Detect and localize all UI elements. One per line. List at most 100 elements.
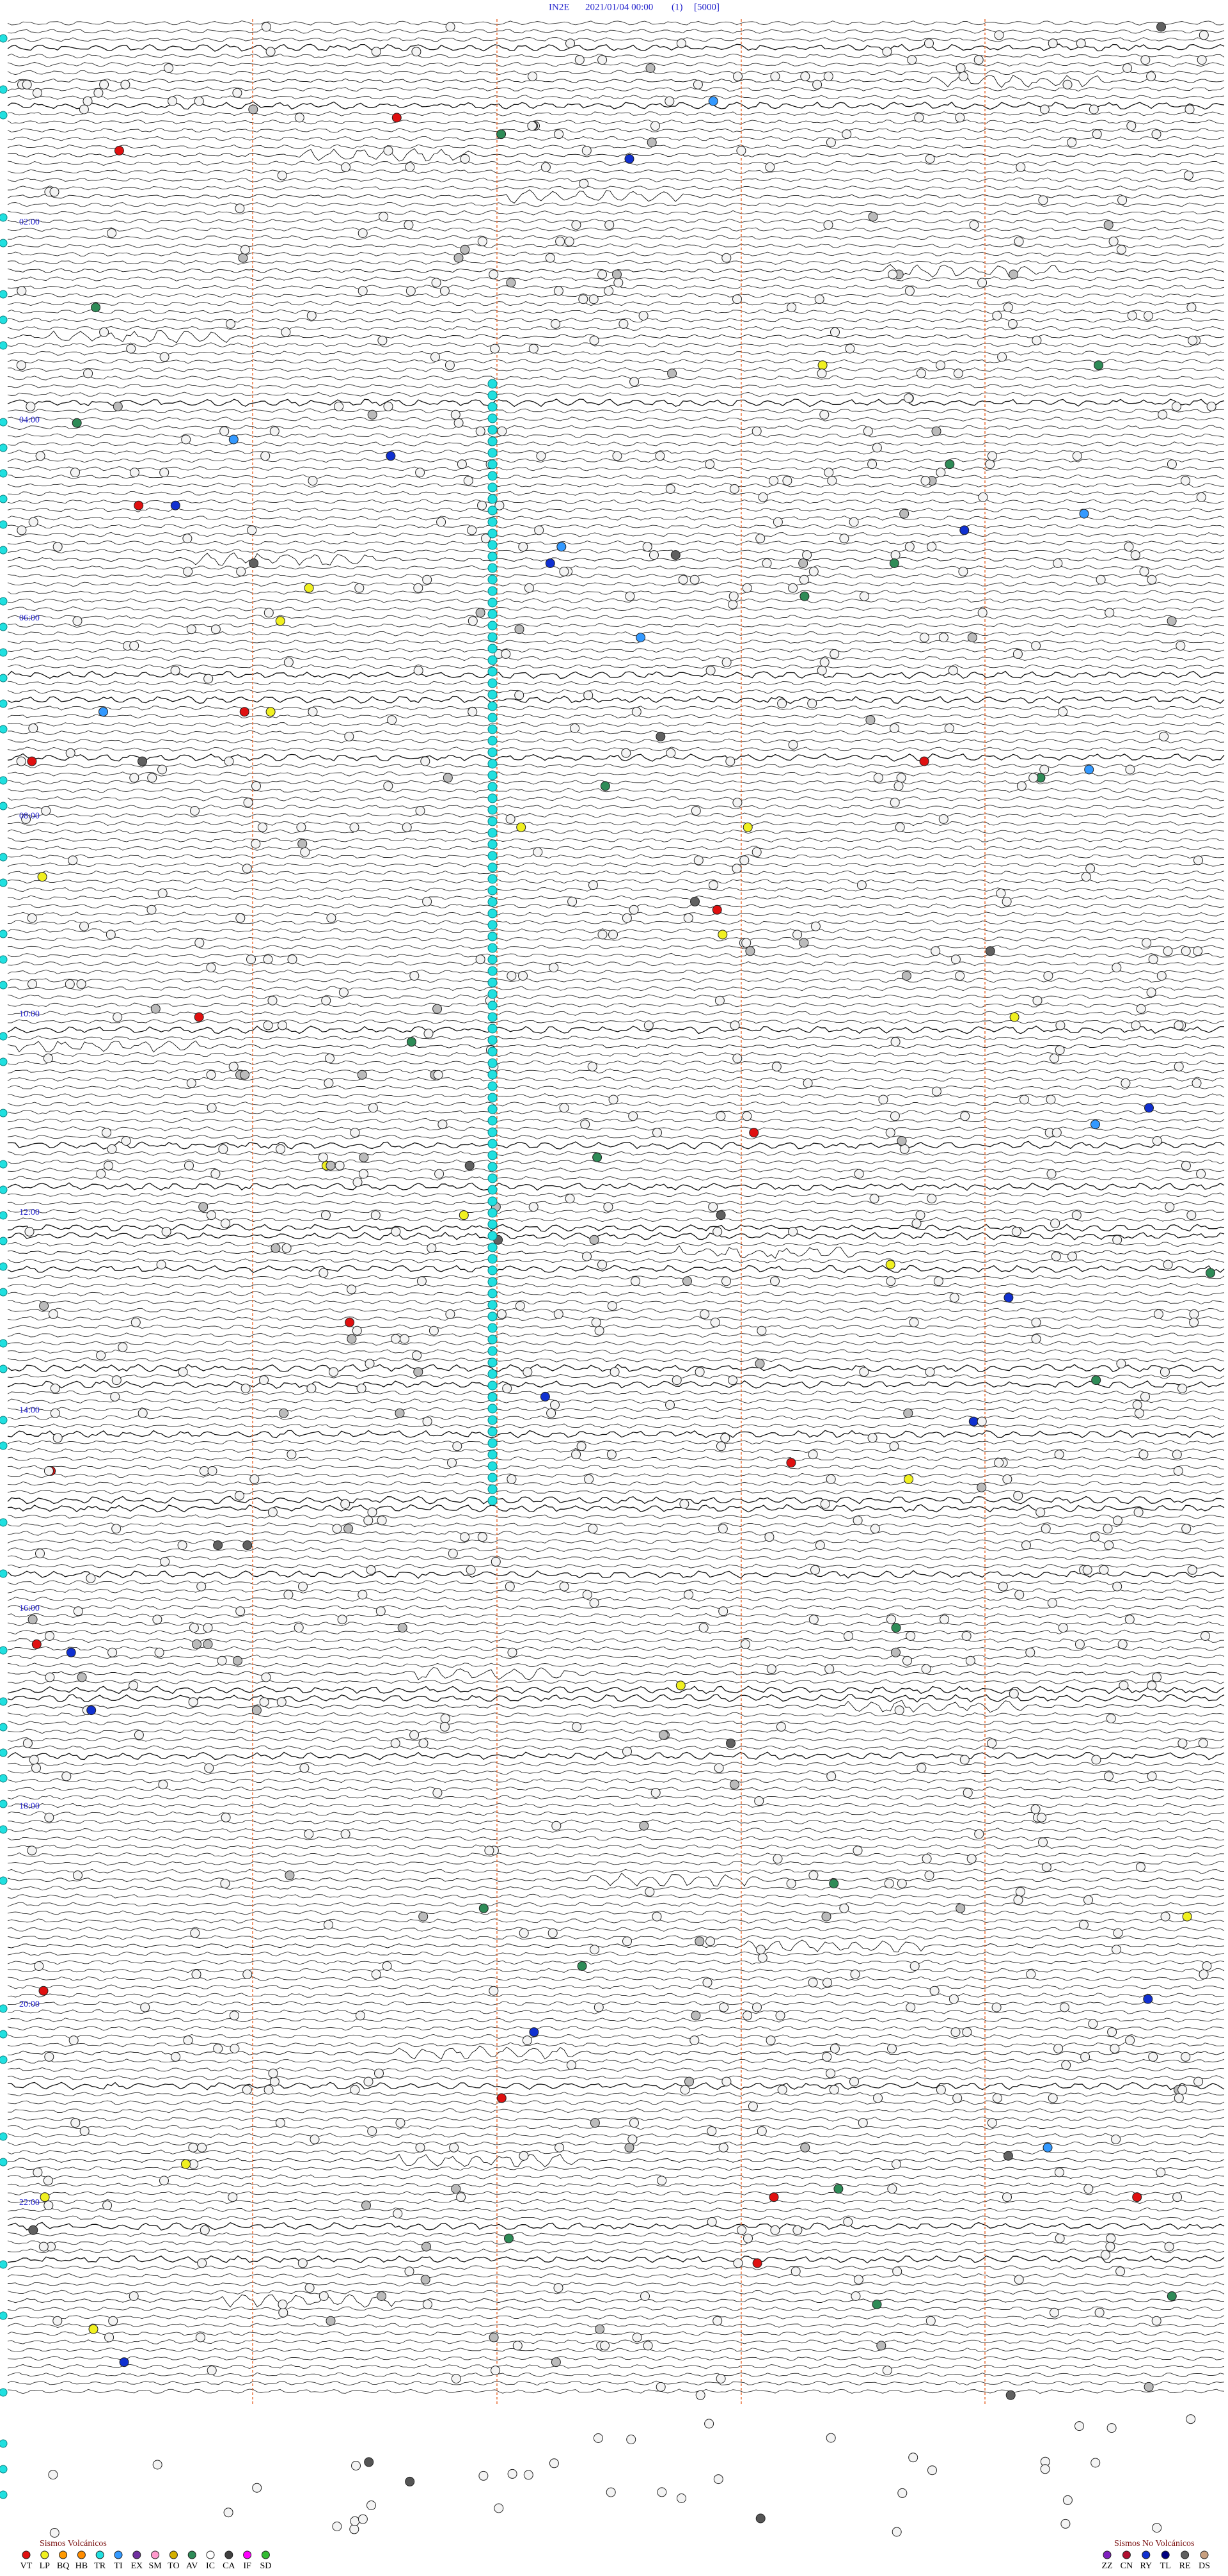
event-marker [844,1631,853,1641]
event-marker [487,1185,498,1195]
event-marker [667,368,677,379]
event-marker [792,929,803,940]
event-marker [925,1367,935,1377]
event-marker [358,2514,368,2524]
event-marker [709,880,718,890]
event-marker [487,1231,498,1241]
event-marker [973,55,984,65]
event-marker [1013,1895,1023,1905]
event-marker [447,1458,457,1468]
event-marker [965,1655,975,1666]
trace [7,1728,1225,1734]
event-marker [812,79,823,90]
event-marker [1039,764,1050,775]
trace [7,202,1225,207]
event-marker [927,1194,937,1204]
event-marker [1058,707,1068,717]
event-marker [287,954,297,965]
event-marker [996,889,1006,898]
event-marker [39,1301,49,1311]
event-marker [1106,1714,1116,1723]
event-marker [190,806,200,816]
trace [7,1694,1225,1703]
event-marker [432,1004,443,1014]
event-marker [1139,566,1149,576]
trace [7,1481,1225,1487]
legend-code: CA [223,2561,235,2571]
trace [7,1283,1225,1288]
trace [7,1737,1225,1742]
event-marker [574,55,585,65]
trace [7,1968,1225,1973]
event-marker [919,633,929,643]
trace [7,548,1225,554]
event-marker [1082,1565,1092,1575]
event-marker [859,1367,869,1377]
event-marker [917,1763,927,1773]
event-marker [383,401,393,411]
event-marker [612,269,622,280]
trace [7,1597,1225,1602]
event-marker [206,1070,216,1080]
event-marker [197,2258,207,2268]
event-marker [341,162,350,172]
event-marker [1199,1969,1209,1979]
event-marker [936,360,945,370]
event-marker [868,212,878,222]
event-marker [798,558,808,568]
event-marker [894,1705,904,1716]
event-marker [853,1515,863,1526]
event-marker [1083,2184,1094,2194]
event-marker [1181,1160,1191,1171]
event-marker [367,1507,377,1517]
event-marker [96,1169,106,1179]
event-marker [1177,1738,1188,1748]
event-marker [856,880,867,890]
event-marker [0,1416,8,1425]
trace [7,1176,1225,1181]
event-marker [487,828,498,838]
legend-code: AV [186,2561,198,2571]
event-marker [164,63,174,73]
event-marker [119,2357,129,2367]
event-marker [678,574,688,585]
event-marker [752,847,762,857]
trace [7,474,1225,480]
event-marker [347,1334,357,1344]
event-marker [0,111,8,120]
legend-swatch [1103,2550,1112,2559]
event-marker [0,1876,8,1885]
event-marker [933,1276,943,1286]
trace [7,532,1225,537]
event-marker [553,1309,563,1319]
event-marker [1061,2060,1071,2070]
event-marker [277,170,287,180]
event-marker [487,977,498,988]
event-marker [350,2085,360,2095]
event-marker [487,1173,498,1183]
event-marker [1096,574,1106,585]
traces [7,20,1225,2394]
trace [7,1638,1225,1643]
event-marker [129,641,139,651]
trace [7,2075,1225,2080]
event-marker [1030,1804,1041,1814]
event-marker [134,1730,144,1740]
trace [7,1415,1225,1420]
legend-code: ZZ [1101,2561,1112,2571]
event-marker [600,2341,610,2351]
event-marker [713,2474,723,2485]
event-marker [657,2176,667,2186]
event-marker [556,542,567,552]
trace [7,1828,1225,1833]
event-marker [1115,2266,1126,2277]
event-marker [807,699,817,709]
trace [7,1380,1225,1389]
event-marker [487,1127,498,1137]
event-marker [306,311,317,320]
event-marker [0,520,8,529]
trace [7,2001,1225,2006]
event-marker [1186,303,1197,313]
event-marker [892,2527,902,2537]
trace [7,243,1225,249]
